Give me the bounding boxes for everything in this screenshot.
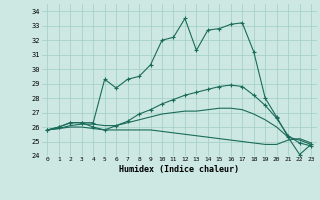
X-axis label: Humidex (Indice chaleur): Humidex (Indice chaleur) bbox=[119, 165, 239, 174]
